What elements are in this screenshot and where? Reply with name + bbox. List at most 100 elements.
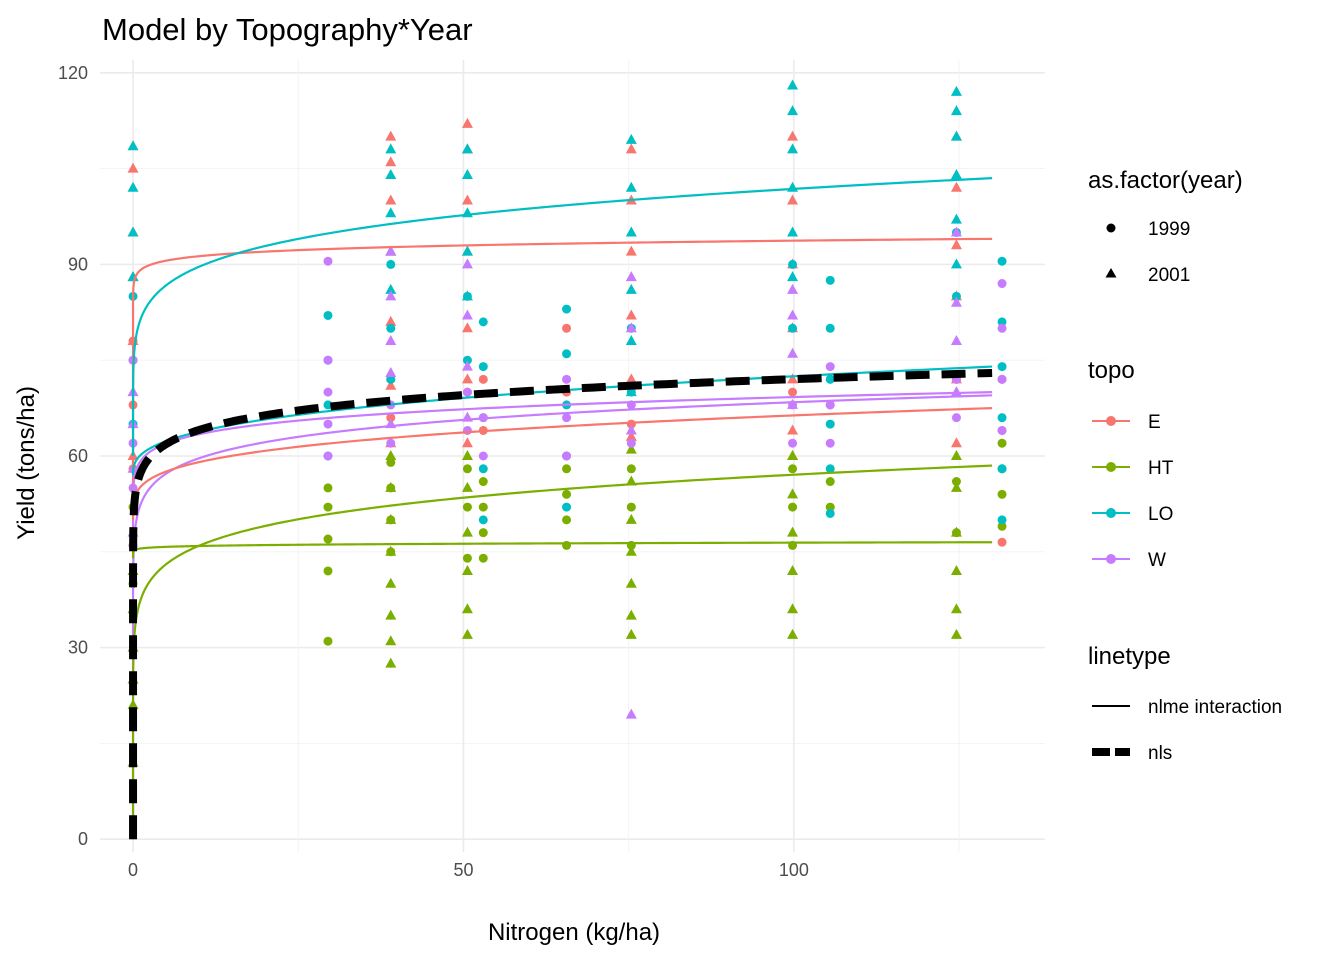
data-point-circle (997, 413, 1007, 423)
data-point-circle (997, 362, 1007, 372)
data-point-circle (997, 464, 1007, 474)
data-point-triangle (461, 373, 473, 384)
data-point-circle (562, 304, 572, 314)
data-point-circle (478, 528, 488, 538)
data-point-circle (951, 477, 961, 487)
data-point-triangle (787, 450, 799, 460)
data-point-circle (462, 553, 472, 563)
data-point-circle (997, 323, 1007, 333)
data-point-circle (386, 457, 396, 467)
data-point-triangle (787, 347, 799, 358)
plot-area: 0 30 60 90 120 0 50 100 (58, 60, 1045, 880)
model-curves (129, 177, 993, 840)
x-axis-title: Nitrogen (kg/ha) (488, 919, 660, 946)
data-point-circle (386, 413, 396, 423)
data-point-circle (825, 275, 835, 285)
data-point-triangle (950, 226, 962, 237)
data-point-triangle (625, 181, 637, 192)
data-point-circle (788, 387, 798, 397)
data-point-triangle (461, 603, 473, 614)
data-point-triangle (385, 545, 397, 556)
data-point-circle (825, 400, 835, 410)
data-point-triangle (787, 488, 799, 499)
data-point-triangle (950, 450, 962, 460)
data-point-triangle (787, 628, 799, 639)
data-point-circle (323, 451, 333, 461)
data-point-triangle (787, 271, 799, 282)
data-point-circle (478, 464, 488, 474)
legend-label-e: E (1148, 412, 1161, 433)
data-point-triangle (461, 117, 473, 128)
legend-year: as.factor(year) 1999 2001 (1088, 167, 1243, 286)
data-point-circle (825, 374, 835, 384)
data-point-circle (562, 464, 572, 474)
legend-label-nlme: nlme interaction (1148, 697, 1282, 718)
legend-key-triangle (1105, 268, 1117, 278)
data-point-triangle (461, 245, 473, 256)
data-point-circle (825, 508, 835, 518)
data-point-triangle (461, 360, 473, 371)
data-point-triangle (787, 130, 799, 141)
data-point-triangle (625, 283, 637, 294)
y-tick-label: 90 (68, 254, 88, 274)
data-point-triangle (385, 245, 397, 256)
data-point-triangle (625, 609, 637, 620)
data-point-circle (825, 419, 835, 429)
y-axis-ticks: 0 30 60 90 120 (58, 63, 88, 849)
data-point-triangle (461, 194, 473, 205)
data-point-triangle (385, 143, 397, 154)
legend-key-circle (1106, 223, 1116, 233)
data-point-circle (997, 489, 1007, 499)
data-point-triangle (625, 309, 637, 320)
data-point-triangle (127, 140, 139, 151)
data-point-circle (562, 413, 572, 423)
data-point-triangle (950, 296, 962, 307)
data-point-circle (386, 374, 396, 384)
data-point-triangle (625, 143, 637, 154)
data-point-triangle (461, 481, 473, 492)
data-point-triangle (385, 207, 397, 218)
legend-label-nls: nls (1148, 743, 1172, 764)
data-point-circle (462, 464, 472, 474)
y-tick-label: 60 (68, 446, 88, 466)
data-point-circle (323, 355, 333, 365)
data-point-triangle (461, 322, 473, 333)
data-point-triangle (950, 213, 962, 224)
data-point-triangle (127, 162, 139, 173)
data-point-circle (825, 477, 835, 487)
legend-key-topo-lo (1092, 508, 1130, 518)
data-point-triangle (385, 481, 397, 492)
y-tick-label: 30 (68, 638, 88, 658)
data-point-triangle (385, 379, 397, 390)
data-point-triangle (950, 335, 962, 346)
data-point-circle (323, 566, 333, 576)
data-point-circle (825, 323, 835, 333)
data-point-circle (323, 502, 333, 512)
data-point-circle (478, 362, 488, 372)
data-point-circle (323, 310, 333, 320)
data-point-circle (323, 387, 333, 397)
data-point-triangle (385, 335, 397, 346)
data-point-circle (478, 553, 488, 563)
data-point-circle (562, 323, 572, 333)
data-point-circle (825, 362, 835, 372)
data-point-circle (386, 438, 396, 448)
data-point-triangle (787, 564, 799, 575)
data-point-circle (788, 502, 798, 512)
data-point-circle (951, 291, 961, 301)
data-point-triangle (787, 603, 799, 614)
grid (100, 60, 1045, 852)
data-point-circle (562, 374, 572, 384)
data-point-triangle (787, 226, 799, 237)
data-point-triangle (385, 609, 397, 620)
data-point-circle (562, 502, 572, 512)
data-point-circle (997, 521, 1007, 531)
data-point-triangle (625, 577, 637, 588)
data-point-circle (478, 451, 488, 461)
legend-key-topo-ht (1092, 462, 1130, 472)
data-point-triangle (625, 245, 637, 256)
data-point-circle (478, 515, 488, 525)
x-tick-label: 100 (779, 860, 809, 880)
chart-title: Model by Topography*Year (102, 12, 473, 47)
data-point-triangle (385, 290, 397, 301)
